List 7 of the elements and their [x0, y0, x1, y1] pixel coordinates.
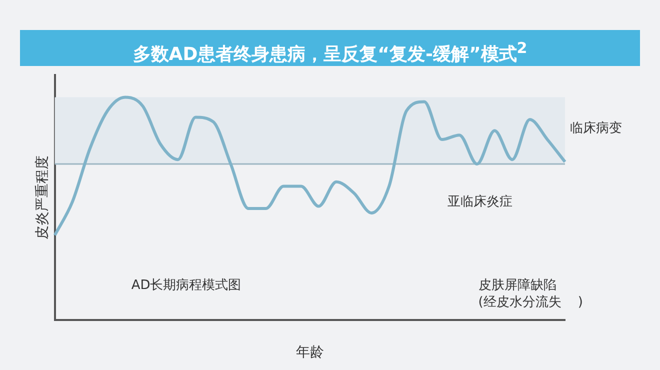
annotation: 亚临床炎症: [448, 194, 513, 210]
annotation: AD长期病程模式图: [131, 278, 242, 293]
chart-title: 多数AD患者终身患病，呈反复“复发-缓解”模式$^{2}$: [20, 30, 640, 66]
text: 临床病变: [570, 121, 622, 136]
x-axis-title: 年龄: [296, 343, 324, 360]
annotation: 皮肤屏障缺陷 (经皮水分流失 ): [478, 278, 583, 310]
y-axis-title: 皮炎严重程度: [33, 155, 50, 240]
